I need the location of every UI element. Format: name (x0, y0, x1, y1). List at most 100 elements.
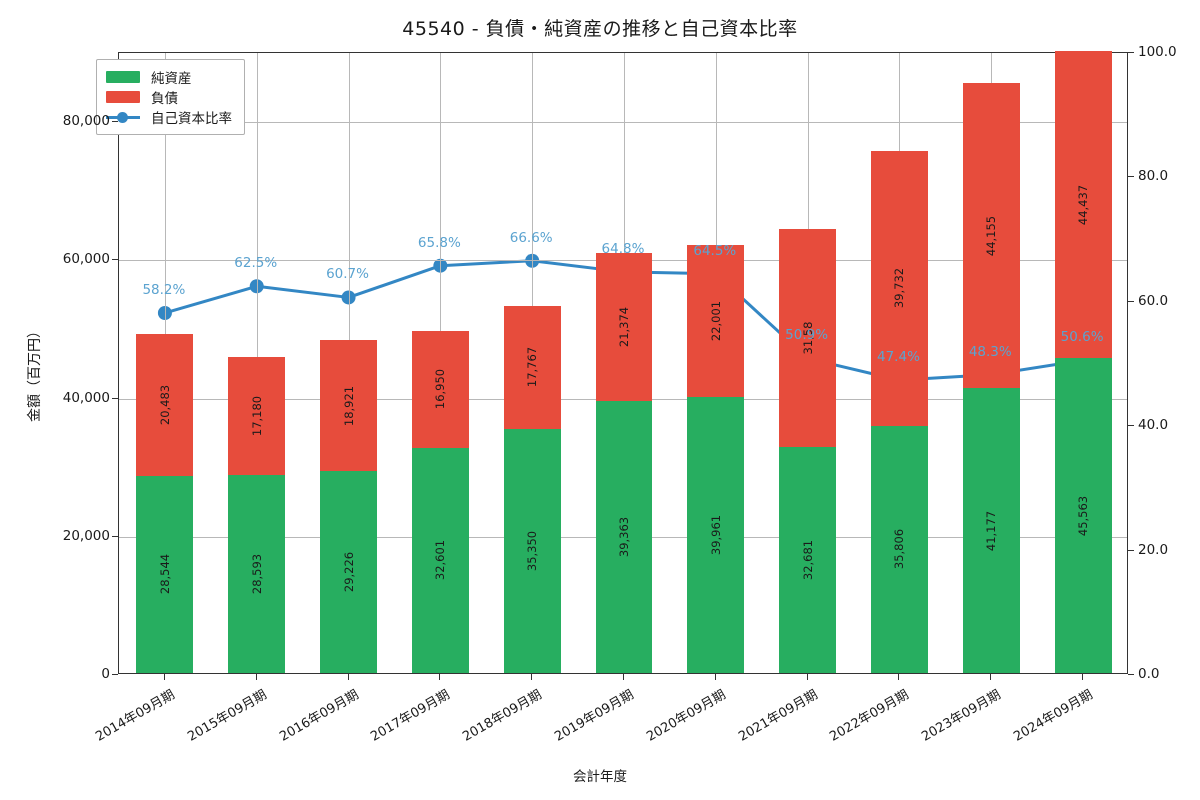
chart-legend: 純資産 負債 自己資本比率 (96, 59, 245, 135)
y-tick-mark-right (1128, 52, 1134, 53)
x-tick-mark (163, 674, 165, 680)
bar-segment-liabilities[interactable]: 31,58 (779, 228, 837, 448)
equity-ratio-value-label: 50.6% (1060, 329, 1104, 346)
y-tick-label-right: 60.0 (1138, 292, 1169, 309)
bar-value-label-net-assets: 39,961 (708, 514, 723, 556)
x-tick-mark (531, 674, 533, 680)
bar-segment-net-assets[interactable]: 35,806 (870, 425, 928, 673)
y-tick-label-right: 40.0 (1138, 417, 1169, 434)
x-tick-mark (898, 674, 900, 680)
legend-item-net-assets: 純資産 (106, 67, 232, 87)
y-tick-mark-left (112, 397, 118, 399)
bar-segment-net-assets[interactable]: 28,593 (228, 475, 286, 673)
y-tick-mark-right (1128, 176, 1134, 178)
equity-ratio-value-label: 65.8% (417, 234, 461, 251)
bar-value-label-net-assets: 32,681 (800, 539, 815, 581)
bar-segment-liabilities[interactable]: 22,001 (687, 244, 745, 397)
y-tick-mark-right (1128, 549, 1134, 551)
legend-swatch-net-assets (106, 71, 140, 83)
stacked-bar[interactable]: 45,563 44,437 (1054, 51, 1112, 673)
bar-segment-net-assets[interactable]: 29,226 (320, 471, 377, 673)
x-tick-mark (714, 674, 716, 680)
bar-segment-liabilities[interactable]: 44,155 (962, 83, 1020, 389)
bar-value-label-net-assets: 41,177 (984, 510, 999, 551)
equity-ratio-value-label: 50.9% (785, 327, 829, 344)
bar-segment-liabilities[interactable]: 39,732 (870, 150, 928, 426)
plot-area: 28,544 20,483 28,593 17,180 29,226 18,921 32,6… (118, 51, 1128, 674)
bar-value-label-net-assets: 32,601 (433, 540, 448, 581)
x-tick-label: 2018年09月期 (460, 687, 545, 745)
stacked-bar[interactable]: 28,593 17,180 (228, 356, 286, 673)
y-tick-label-right: 20.0 (1138, 541, 1169, 558)
bar-value-label-net-assets: 39,363 (616, 516, 631, 558)
bar-value-label-liabilities: 22,001 (708, 300, 723, 341)
y-tick-label-left: 20,000 (62, 527, 110, 544)
x-tick-label: 2022年09月期 (827, 687, 912, 745)
stacked-bar[interactable]: 39,961 22,001 (687, 244, 745, 673)
x-axis-label: 会計年度 (573, 769, 627, 785)
y-tick-mark-right (1128, 674, 1134, 675)
stacked-bar[interactable]: 32,681 31,58 (779, 228, 837, 673)
bar-value-label-net-assets: 35,806 (892, 529, 907, 570)
bar-value-label-net-assets: 35,350 (525, 530, 540, 571)
x-tick-mark (623, 674, 624, 680)
equity-ratio-value-label: 64.5% (693, 242, 737, 259)
gridline-horizontal (119, 122, 1127, 124)
stacked-bar[interactable]: 32,601 16,950 (411, 330, 469, 673)
chart-title: 45540 - 負債・純資産の推移と自己資本比率 (402, 18, 798, 40)
equity-ratio-value-label: 60.7% (326, 266, 369, 283)
bar-value-label-liabilities: 17,767 (525, 347, 540, 388)
y-tick-label-right: 100.0 (1138, 44, 1177, 60)
bar-segment-liabilities[interactable]: 20,483 (136, 334, 194, 476)
bar-value-label-liabilities: 21,374 (616, 306, 631, 348)
bar-segment-liabilities[interactable]: 16,950 (411, 330, 469, 448)
y-tick-label-left: 0 (101, 666, 110, 682)
bar-segment-liabilities[interactable]: 18,921 (320, 340, 377, 472)
bar-value-label-liabilities: 44,155 (984, 215, 999, 256)
x-tick-mark (439, 674, 441, 680)
y-tick-label-left: 40,000 (62, 389, 110, 406)
legend-label-liabilities: 負債 (151, 91, 178, 107)
x-tick-label: 2021年09月期 (735, 687, 821, 745)
x-tick-label: 2020年09月期 (644, 687, 729, 745)
stacked-bar[interactable]: 29,226 18,921 (320, 340, 377, 673)
x-tick-mark (255, 674, 257, 680)
legend-item-liabilities: 負債 (106, 87, 232, 107)
bar-value-label-liabilities: 20,483 (157, 384, 172, 426)
bar-segment-net-assets[interactable]: 39,961 (687, 396, 745, 673)
bar-value-label-liabilities: 17,180 (249, 395, 264, 437)
legend-item-equity-ratio: 自己資本比率 (106, 107, 232, 127)
bar-segment-liabilities[interactable]: 17,180 (228, 356, 286, 476)
bar-segment-net-assets[interactable]: 45,563 (1054, 358, 1112, 673)
bar-segment-liabilities[interactable]: 17,767 (503, 305, 561, 429)
bar-segment-net-assets[interactable]: 28,544 (136, 475, 194, 673)
bar-value-label-net-assets: 45,563 (1076, 495, 1091, 536)
x-tick-label: 2015年09月期 (184, 687, 270, 745)
bar-segment-net-assets[interactable]: 39,363 (595, 400, 653, 673)
stacked-bar[interactable]: 41,177 44,155 (962, 83, 1020, 673)
equity-ratio-value-label: 58.2% (142, 281, 186, 298)
stacked-bar[interactable]: 28,544 20,483 (136, 334, 194, 673)
bar-value-label-net-assets: 29,226 (341, 551, 356, 593)
equity-ratio-value-label: 64.8% (601, 240, 645, 257)
equity-ratio-value-label: 48.3% (968, 343, 1012, 360)
y-tick-mark-left (112, 121, 118, 123)
legend-label-net-assets: 純資産 (151, 71, 192, 87)
stacked-bar[interactable]: 39,363 21,374 (595, 253, 653, 673)
stacked-bar[interactable]: 35,350 17,767 (503, 305, 561, 673)
x-tick-label: 2017年09月期 (368, 687, 453, 745)
bar-segment-net-assets[interactable]: 41,177 (962, 388, 1020, 673)
bar-segment-liabilities[interactable]: 44,437 (1054, 51, 1112, 359)
equity-ratio-value-label: 47.4% (877, 349, 920, 366)
bar-segment-liabilities[interactable]: 21,374 (595, 253, 653, 401)
bar-segment-net-assets[interactable]: 35,350 (503, 428, 561, 673)
legend-swatch-equity-ratio (106, 111, 140, 123)
bar-segment-net-assets[interactable]: 32,681 (779, 447, 837, 673)
bar-value-label-liabilities: 44,437 (1076, 184, 1091, 225)
stacked-bar[interactable]: 35,806 39,732 (870, 150, 928, 673)
y-tick-mark-left (112, 259, 118, 261)
x-tick-mark (806, 674, 808, 680)
bar-value-label-net-assets: 28,544 (157, 554, 172, 595)
legend-label-equity-ratio: 自己資本比率 (151, 111, 232, 127)
bar-segment-net-assets[interactable]: 32,601 (411, 447, 469, 673)
